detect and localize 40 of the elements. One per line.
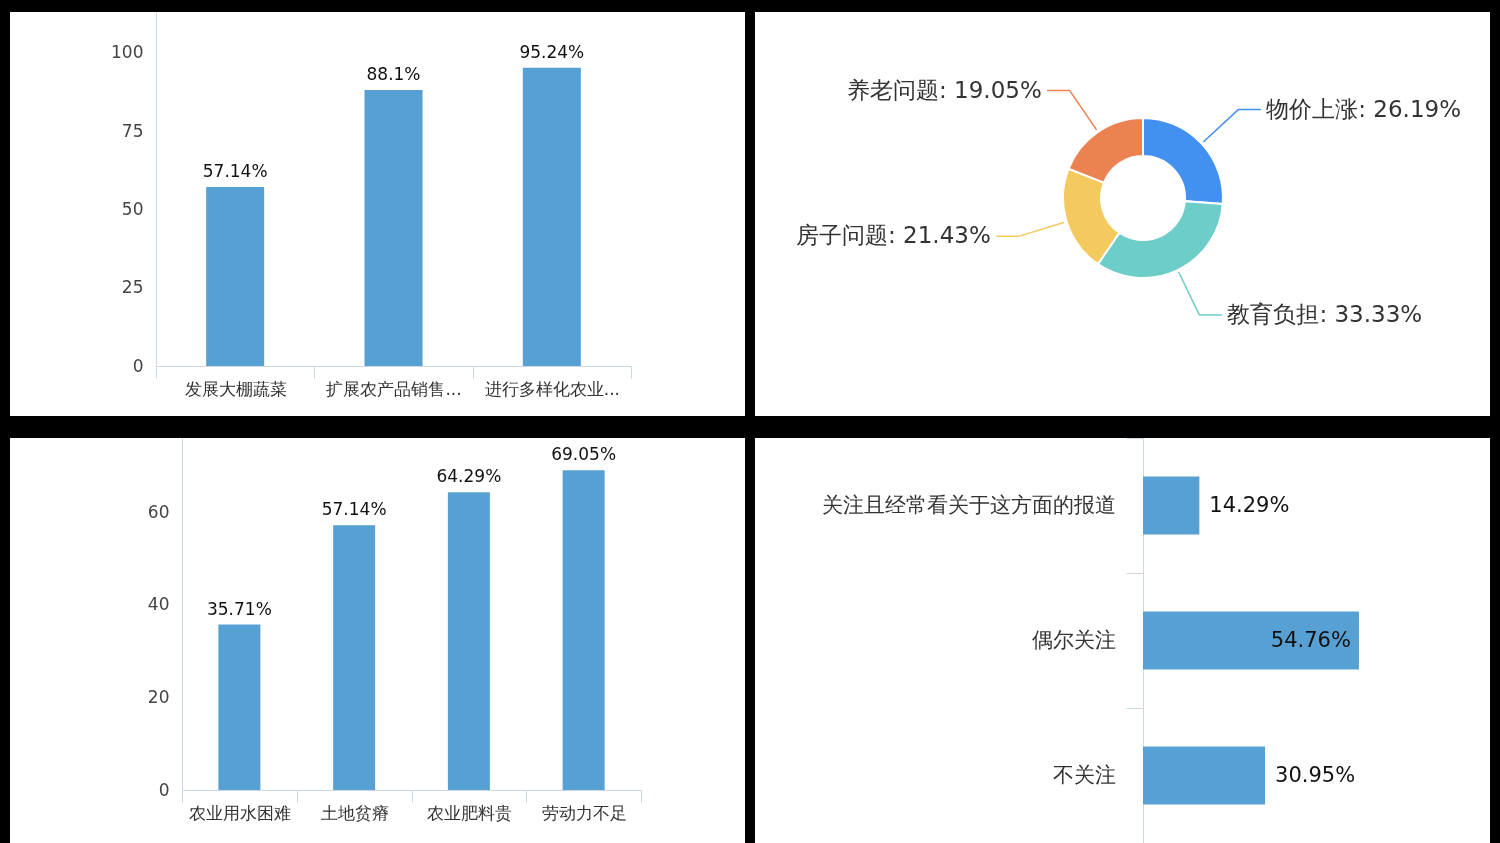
- slice-label: 养老问题: 19.05%: [846, 76, 1042, 103]
- data-label: 57.14%: [202, 161, 268, 181]
- x-tick-label: 农业用水困难: [188, 802, 291, 823]
- slice-label: 房子问题: 21.43%: [796, 222, 991, 249]
- x-tick-label: 扩展农产品销售...: [326, 378, 462, 399]
- x-tick-label: 劳动力不足: [541, 802, 627, 823]
- slice-label: 教育负担: 33.33%: [1227, 301, 1423, 328]
- y-tick-label: 75: [121, 120, 144, 141]
- bar: [562, 470, 605, 790]
- bar: [206, 187, 265, 366]
- x-tick-label: 农业肥料贵: [426, 802, 512, 823]
- data-label: 14.29%: [1209, 492, 1290, 517]
- data-label: 95.24%: [519, 41, 585, 62]
- y-tick-label: 60: [147, 501, 170, 522]
- data-label: 88.1%: [366, 64, 421, 85]
- bar: [364, 90, 423, 366]
- y-tick-label: 偶尔关注: [1031, 628, 1116, 652]
- data-label: 30.95%: [1275, 762, 1356, 787]
- y-tick-label: 不关注: [1052, 763, 1116, 787]
- data-label: 54.76%: [1270, 627, 1351, 652]
- y-tick-label: 20: [147, 686, 170, 707]
- y-tick-label: 25: [121, 277, 144, 298]
- y-tick-label: 50: [121, 198, 144, 219]
- bar: [218, 624, 261, 790]
- bar: [447, 492, 490, 790]
- slice-label: 物价上涨: 26.19%: [1266, 95, 1462, 122]
- bar: [522, 67, 581, 366]
- y-tick-label: 0: [132, 355, 144, 376]
- y-tick-label: 100: [111, 42, 144, 63]
- y-tick-label: 40: [147, 594, 170, 615]
- data-label: 69.05%: [551, 444, 617, 465]
- x-tick-label: 土地贫瘠: [320, 802, 389, 823]
- data-label: 64.29%: [436, 466, 502, 487]
- x-tick-label: 发展大棚蔬菜: [184, 378, 287, 399]
- data-label: 35.71%: [206, 598, 272, 619]
- data-label: 57.14%: [321, 499, 387, 520]
- y-tick-label: 0: [158, 779, 170, 800]
- y-tick-label: 关注且经常看关于这方面的报道: [821, 493, 1116, 517]
- x-tick-label: 进行多样化农业...: [484, 378, 620, 399]
- bar: [333, 525, 376, 790]
